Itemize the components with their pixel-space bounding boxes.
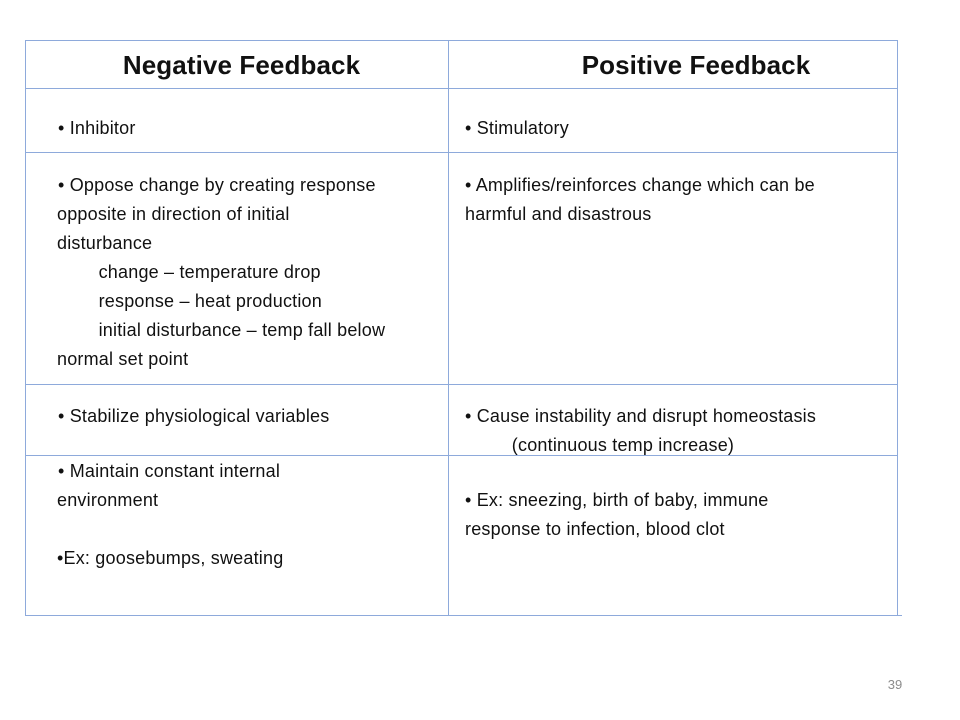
cell-positive-amplifies: • Amplifies/reinforces change which can …	[465, 171, 897, 229]
table-row-divider	[25, 384, 898, 385]
cell-text-line: normal set point	[57, 349, 189, 369]
cell-text-line: • Ex: sneezing, birth of baby, immune	[465, 490, 769, 510]
table-row-divider	[25, 152, 898, 153]
cell-text-line: disturbance	[57, 233, 153, 253]
cell-text-line: (continuous temp increase)	[465, 435, 735, 455]
header-negative-feedback: Negative Feedback	[122, 50, 361, 80]
cell-text-line: opposite in direction of initial	[57, 204, 290, 224]
cell-negative-maintain-environment: • Maintain constant internal environment…	[57, 457, 447, 573]
cell-text-line: • Stimulatory	[465, 118, 569, 138]
cell-positive-stimulatory: • Stimulatory	[465, 114, 895, 143]
table-left-border	[25, 40, 26, 615]
table-row-divider	[25, 88, 898, 89]
cell-positive-examples: • Ex: sneezing, birth of baby, immune re…	[465, 486, 897, 544]
cell-negative-stabilize: • Stabilize physiological variables	[58, 402, 448, 431]
cell-negative-oppose-change: • Oppose change by creating response opp…	[57, 171, 447, 374]
cell-text-line: • Amplifies/reinforces change which can …	[465, 175, 815, 195]
feedback-comparison-table: Negative Feedback Positive Feedback • In…	[25, 40, 902, 616]
cell-text-line: response to infection, blood clot	[465, 519, 725, 539]
cell-text-line	[57, 515, 447, 544]
cell-text-line: • Inhibitor	[58, 118, 136, 138]
cell-text-line: • Maintain constant internal	[58, 461, 281, 481]
cell-positive-instability: • Cause instability and disrupt homeosta…	[465, 402, 897, 460]
table-top-border	[25, 40, 898, 41]
cell-text-line: • Cause instability and disrupt homeosta…	[465, 406, 817, 426]
cell-text-line: • Stabilize physiological variables	[58, 406, 330, 426]
cell-text-line: environment	[57, 490, 159, 510]
header-positive-feedback: Positive Feedback	[581, 50, 811, 80]
table-column-divider	[448, 40, 449, 615]
cell-text-line: change – temperature drop	[57, 262, 321, 282]
table-bottom-border	[25, 615, 902, 616]
cell-text-line: •Ex: goosebumps, sweating	[57, 548, 284, 568]
table-row-divider	[25, 455, 898, 456]
cell-text-line: response – heat production	[57, 291, 322, 311]
cell-text-line: • Oppose change by creating response	[58, 175, 376, 195]
cell-text-line: initial disturbance – temp fall below	[57, 320, 386, 340]
table-right-border	[897, 40, 898, 615]
cell-negative-inhibitor: • Inhibitor	[58, 114, 446, 143]
cell-text-line: harmful and disastrous	[465, 204, 652, 224]
page-number: 39	[887, 677, 903, 692]
